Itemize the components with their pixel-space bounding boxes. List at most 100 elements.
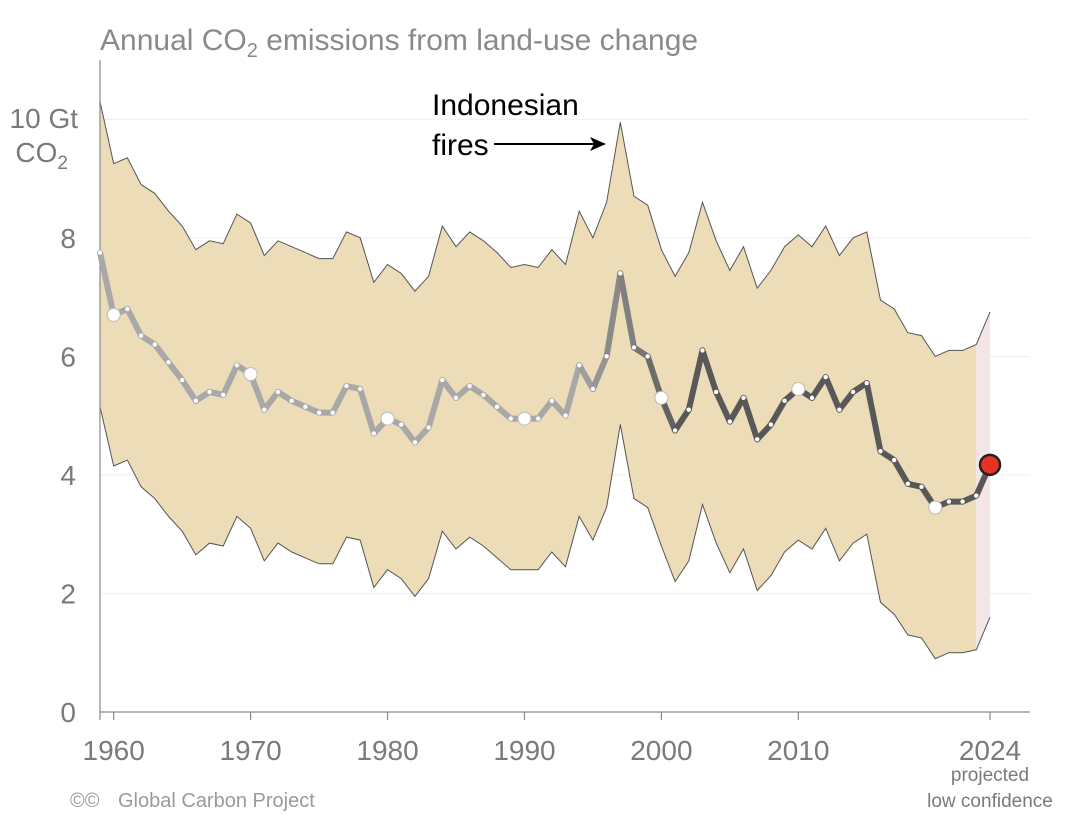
low-confidence-label: low confidence: [927, 791, 1053, 812]
line-segment-2004: [713, 388, 733, 425]
data-point-1963: [152, 342, 157, 347]
y-tick-label-0: 0: [60, 697, 76, 728]
data-point-2012: [823, 374, 828, 380]
data-point-2013: [837, 407, 842, 412]
data-point-1999: [645, 354, 650, 359]
line-segment-1959: [97, 249, 117, 318]
line-segment-2006: [740, 394, 761, 443]
line-segment-2002: [685, 347, 706, 413]
line-segment-1997: [617, 270, 637, 351]
line-segment-2012: [822, 374, 843, 413]
data-point-1992: [549, 398, 555, 404]
data-point-1970: [243, 367, 258, 382]
data-point-1973: [289, 398, 294, 404]
data-point-1980: [380, 411, 395, 426]
line-segment-1978: [357, 385, 377, 437]
line-segment-2017: [891, 457, 911, 487]
data-point-2007: [755, 437, 760, 442]
line-segment-1993: [562, 362, 583, 419]
line-segment-1968: [220, 362, 240, 398]
band-historical: [100, 101, 977, 659]
y-tick-label-8: 8: [60, 223, 76, 254]
data-point-1959: [97, 250, 103, 255]
data-point-2022: [960, 499, 965, 504]
axes: [99, 60, 1030, 720]
annotation-indonesian: Indonesian: [432, 89, 579, 122]
data-point-2000: [654, 390, 669, 405]
data-point-1997: [618, 271, 623, 276]
data-point-1988: [494, 404, 500, 409]
line-segment-2013: [836, 388, 857, 413]
data-point-1985: [453, 395, 459, 401]
data-point-1968: [221, 392, 226, 398]
x-tick-label-2010: 2010: [767, 735, 829, 766]
line-segment-1983: [425, 377, 446, 431]
data-point-1966: [193, 398, 199, 404]
line-segment-1961: [124, 305, 145, 339]
footer-cc-icons: ©©: [70, 790, 100, 812]
line-segment-1995: [589, 353, 610, 392]
line-segment-1982: [411, 424, 432, 446]
line-segment-2005: [726, 394, 747, 425]
data-point-1987: [481, 392, 486, 398]
data-point-1969: [234, 363, 240, 368]
line-segment-1988: [494, 403, 514, 422]
data-point-2002: [686, 407, 691, 412]
data-point-2021: [946, 499, 952, 504]
emissions-line: [97, 249, 1002, 515]
data-point-2004: [713, 389, 719, 395]
line-segment-1987: [480, 391, 501, 410]
line-segment-1971: [261, 388, 281, 413]
data-point-1983: [426, 425, 431, 430]
data-point-2009: [782, 398, 787, 404]
projected-label: projected: [951, 765, 1029, 786]
data-point-1977: [344, 383, 349, 389]
data-point-1984: [440, 377, 445, 383]
data-point-2006: [741, 395, 746, 401]
data-point-2010: [791, 381, 806, 396]
line-segment-2011: [809, 374, 829, 401]
band-lower-edge: [99, 406, 991, 660]
data-point-1965: [179, 377, 185, 383]
data-point-1981: [399, 422, 404, 427]
annotation-fires: fires: [432, 129, 489, 162]
data-point-1991: [535, 416, 541, 421]
data-point-1995: [590, 386, 596, 392]
annotation-arrow: [494, 137, 606, 151]
line-segment-1981: [398, 421, 418, 446]
y-tick-label-6: 6: [60, 341, 76, 372]
line-segment-2001: [672, 406, 692, 434]
line-segment-1991: [535, 397, 555, 422]
data-point-1972: [275, 389, 281, 395]
data-point-2020: [928, 500, 943, 515]
chart-title: Annual CO2 emissions from land-use chang…: [100, 24, 698, 62]
line-segment-1964: [165, 359, 186, 384]
data-point-1993: [563, 413, 568, 418]
data-point-1962: [138, 333, 144, 338]
x-tick-label-1970: 1970: [219, 735, 281, 766]
data-point-2018: [905, 481, 911, 486]
band-upper-edge: [99, 101, 991, 358]
uncertainty-band: [99, 101, 991, 660]
line-segment-1976: [329, 383, 350, 416]
line-segment-2008: [767, 397, 788, 428]
line-segment-1965: [179, 377, 199, 404]
data-point-1990: [517, 411, 532, 426]
data-point-2005: [727, 419, 733, 424]
data-point-1979: [371, 431, 377, 436]
data-point-1974: [303, 404, 308, 409]
x-tick-label-1980: 1980: [356, 735, 418, 766]
data-point-1998: [631, 345, 637, 350]
data-point-1989: [508, 416, 513, 421]
data-point-2014: [850, 389, 856, 395]
x-tick-label-1990: 1990: [493, 735, 555, 766]
line-segment-1994: [576, 362, 596, 392]
data-point-1975: [316, 410, 322, 415]
x-tick-label-1960: 1960: [83, 735, 145, 766]
data-point-2019: [919, 484, 924, 489]
data-point-2017: [891, 457, 897, 463]
data-point-1994: [577, 363, 582, 368]
line-segment-2007: [754, 421, 774, 443]
